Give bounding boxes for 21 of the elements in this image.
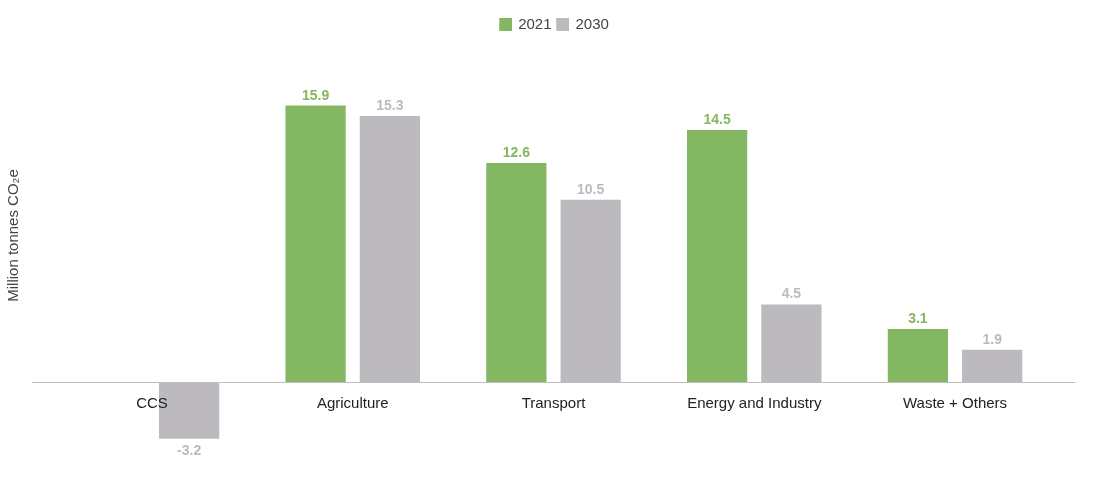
x-tick-label: Agriculture [316,393,389,411]
data-label: -3.2 [177,441,202,458]
bar [486,163,547,383]
data-label: 12.6 [502,144,531,161]
bar [285,105,346,383]
bar [687,129,748,383]
legend-label: 2021 [518,15,552,32]
bar [887,328,949,383]
data-label: 3.1 [908,309,928,326]
x-tick-label: CCS [136,393,168,411]
x-tick-label: Transport [521,393,587,411]
x-tick-label: Waste + Others [903,393,1008,411]
data-label: 4.5 [781,285,802,302]
data-label: 15.3 [376,96,404,113]
data-label: 10.5 [577,180,605,197]
y-axis-title: Million tonnes CO₂e [3,169,21,302]
data-label: 1.9 [982,330,1003,347]
data-label: 15.9 [301,86,330,103]
legend-label: 2030 [575,15,609,32]
data-label: 14.5 [703,110,731,127]
x-tick-label: Energy and Industry [687,393,822,411]
